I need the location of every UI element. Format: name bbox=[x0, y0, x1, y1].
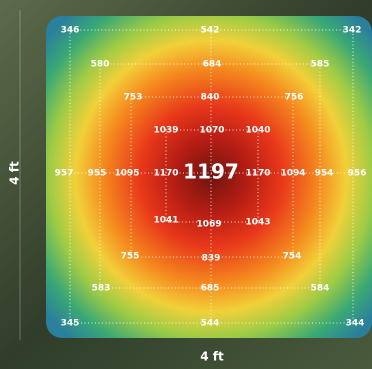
ppfd-value: 1070 bbox=[199, 126, 224, 136]
ppfd-value: 584 bbox=[311, 284, 330, 294]
ppfd-value: 956 bbox=[348, 169, 367, 179]
ppfd-value: 955 bbox=[88, 169, 107, 179]
ppfd-value: 544 bbox=[201, 319, 220, 329]
ppfd-value: 542 bbox=[201, 26, 220, 36]
ppfd-value: 345 bbox=[61, 319, 80, 329]
ppfd-value: 954 bbox=[315, 169, 334, 179]
center-value: 1197 bbox=[183, 160, 239, 184]
light-footprint bbox=[46, 16, 372, 338]
ppfd-value: 1043 bbox=[245, 218, 270, 228]
ppfd-value: 585 bbox=[311, 60, 330, 70]
ppfd-value: 839 bbox=[202, 254, 221, 264]
ppfd-value: 957 bbox=[55, 169, 74, 179]
ppfd-value: 346 bbox=[61, 26, 80, 36]
ppfd-value: 685 bbox=[201, 284, 220, 294]
ppfd-value: 756 bbox=[285, 93, 304, 103]
ppfd-value: 1170 bbox=[153, 169, 178, 179]
ppfd-value: 684 bbox=[203, 60, 222, 70]
ppfd-value: 1170 bbox=[245, 169, 270, 179]
ppfd-value: 1094 bbox=[280, 169, 305, 179]
ppfd-value: 754 bbox=[283, 252, 302, 262]
ppfd-value: 583 bbox=[92, 284, 111, 294]
ppfd-value: 1040 bbox=[245, 126, 270, 136]
ppfd-value: 755 bbox=[121, 252, 140, 262]
side-label: 4 ft bbox=[8, 161, 22, 185]
bottom-label: 4 ft bbox=[200, 350, 224, 364]
ppfd-value: 1041 bbox=[153, 216, 178, 226]
ppfd-value: 1039 bbox=[153, 126, 178, 136]
ppfd-value: 344 bbox=[346, 319, 365, 329]
ppfd-value: 753 bbox=[124, 93, 143, 103]
ppfd-value: 342 bbox=[343, 26, 362, 36]
ppfd-value: 1069 bbox=[196, 220, 221, 230]
grid-lines bbox=[64, 29, 357, 324]
ppfd-value: 1095 bbox=[114, 169, 139, 179]
ppfd-value: 840 bbox=[201, 93, 220, 103]
ppfd-value: 580 bbox=[91, 60, 110, 70]
